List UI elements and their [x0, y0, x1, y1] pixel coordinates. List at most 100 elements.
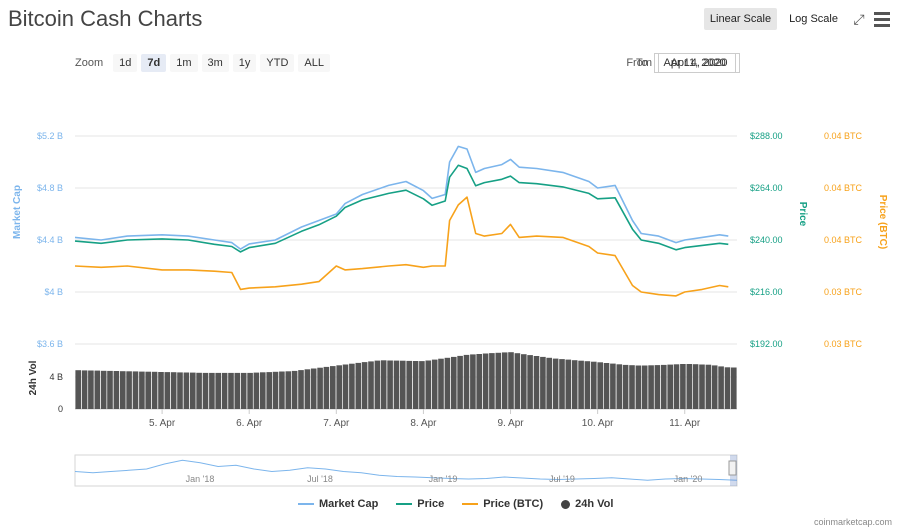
- volume-bar: [349, 363, 355, 409]
- volume-bar: [209, 372, 215, 409]
- volume-bar: [158, 372, 164, 409]
- volume-bar: [527, 355, 533, 409]
- to-range: To Apr 11, 2020: [636, 53, 736, 73]
- market-cap-swatch: [298, 503, 314, 505]
- volume-bar: [495, 352, 502, 409]
- market-cap-tick-label: $4.8 B: [37, 183, 63, 193]
- to-date-input[interactable]: Apr 11, 2020: [653, 53, 736, 73]
- volume-bar: [368, 361, 374, 409]
- navigator-series-line: [74, 459, 738, 481]
- volume-bar: [279, 371, 285, 409]
- volume-bar: [463, 354, 470, 409]
- price-btc-swatch: [462, 503, 479, 505]
- volume-bar: [94, 370, 101, 409]
- x-tick-label: 9. Apr: [497, 418, 524, 429]
- legend-label: 24h Vol: [575, 498, 614, 510]
- linear-scale-button[interactable]: Linear Scale: [703, 8, 778, 30]
- to-label: To: [636, 57, 648, 69]
- volume-bar: [234, 372, 241, 409]
- zoom-ytd-button[interactable]: YTD: [260, 54, 295, 72]
- volume-bar: [584, 361, 591, 409]
- menu-icon[interactable]: [874, 10, 890, 28]
- volume-bar: [476, 354, 482, 409]
- volume-axis-label: 24h Vol: [28, 360, 39, 395]
- navigator-tick-label: Jan '20: [674, 474, 703, 484]
- x-tick-label: 10. Apr: [582, 418, 614, 429]
- volume-bar: [622, 364, 629, 409]
- scale-toolbar: Linear Scale Log Scale ⤢: [703, 8, 890, 30]
- volume-bar: [616, 364, 623, 409]
- volume-bar: [540, 356, 546, 409]
- navigator-tick-label: Jul '18: [307, 474, 333, 484]
- volume-bar: [139, 371, 145, 409]
- volume-bar: [100, 370, 107, 409]
- volume-bar: [470, 354, 476, 409]
- volume-swatch: [561, 499, 571, 509]
- price-btc-tick-label: 0.04 BTC: [824, 235, 863, 245]
- zoom-label: Zoom: [75, 57, 104, 69]
- volume-bar: [330, 366, 336, 409]
- volume-bar: [317, 367, 323, 409]
- volume-bar: [361, 362, 368, 409]
- price-tick-label: $264.00: [750, 183, 783, 193]
- market-cap-tick-label: $5.2 B: [37, 131, 63, 141]
- volume-bar: [196, 372, 202, 409]
- volume-bar: [457, 355, 463, 409]
- volume-bar: [667, 364, 673, 409]
- volume-bar: [718, 366, 724, 409]
- volume-bar: [731, 367, 737, 409]
- volume-bar: [489, 353, 495, 409]
- fullscreen-icon[interactable]: ⤢: [853, 10, 865, 27]
- price-btc-axis-label: Price (BTC): [877, 195, 888, 249]
- volume-tick-label: 4 B: [49, 372, 63, 382]
- volume-bar: [151, 371, 158, 409]
- volume-bar: [120, 371, 126, 409]
- zoom-all-button[interactable]: ALL: [298, 54, 330, 72]
- volume-bar: [412, 361, 419, 409]
- legend-item-price-btc[interactable]: Price (BTC): [462, 498, 543, 510]
- zoom-7d-button[interactable]: 7d: [141, 54, 167, 72]
- price-btc-tick-label: 0.03 BTC: [824, 287, 863, 297]
- volume-bar: [419, 361, 425, 409]
- legend-label: Price: [417, 498, 445, 510]
- volume-bar: [692, 364, 699, 409]
- volume-bar: [641, 365, 648, 409]
- volume-bar: [310, 368, 317, 409]
- zoom-1y-button[interactable]: 1y: [232, 54, 257, 72]
- volume-bar: [298, 370, 304, 409]
- volume-bar: [304, 369, 311, 409]
- volume-bar: [673, 364, 680, 409]
- legend-item-volume[interactable]: 24h Vol: [561, 498, 613, 510]
- volume-bar: [107, 370, 113, 409]
- zoom-1d-button[interactable]: 1d: [113, 54, 138, 72]
- zoom-1m-button[interactable]: 1m: [170, 54, 198, 72]
- market-cap-series-line: [74, 145, 729, 250]
- volume-tick-label: 0: [58, 404, 63, 414]
- volume-bar: [654, 365, 661, 409]
- volume-bar: [81, 370, 88, 409]
- log-scale-button[interactable]: Log Scale: [789, 13, 838, 25]
- navigator-tick-label: Jan '18: [186, 474, 215, 484]
- legend-item-price[interactable]: Price: [396, 498, 444, 510]
- volume-bar: [75, 370, 81, 409]
- zoom-3m-button[interactable]: 3m: [201, 54, 229, 72]
- volume-bar: [380, 360, 387, 409]
- price-tick-label: $288.00: [750, 131, 783, 141]
- volume-bar: [387, 360, 393, 409]
- legend-label: Market Cap: [319, 498, 379, 510]
- volume-bar: [170, 372, 177, 409]
- volume-bar: [126, 371, 132, 409]
- volume-bar: [406, 360, 412, 409]
- volume-bar: [253, 372, 260, 409]
- x-tick-label: 5. Apr: [149, 418, 176, 429]
- volume-bar: [546, 357, 552, 409]
- volume-bar: [705, 364, 712, 409]
- legend-item-market-cap[interactable]: Market Cap: [298, 498, 378, 510]
- volume-bar: [285, 371, 292, 409]
- volume-bar: [393, 360, 400, 409]
- volume-bar: [680, 364, 686, 409]
- volume-bar: [686, 364, 693, 409]
- volume-bar: [444, 357, 451, 409]
- volume-bar: [571, 360, 578, 409]
- volume-bar: [374, 360, 381, 409]
